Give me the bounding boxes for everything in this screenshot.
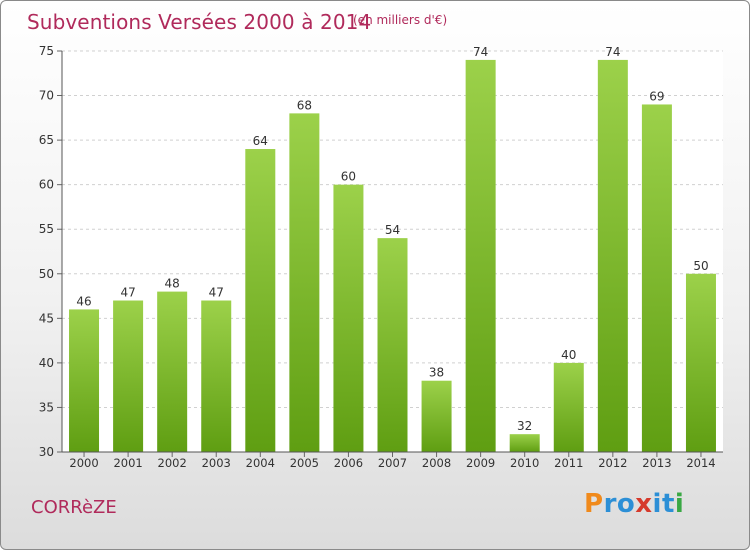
data-label: 48 — [165, 277, 180, 291]
data-label: 46 — [76, 294, 91, 308]
x-tick-label: 2003 — [202, 456, 231, 470]
y-tick-label: 75 — [39, 44, 54, 58]
data-label: 54 — [385, 223, 400, 237]
y-tick-label: 30 — [39, 445, 54, 459]
x-tick-label: 2008 — [422, 456, 451, 470]
y-tick-label: 45 — [39, 311, 54, 325]
y-tick-label: 65 — [39, 133, 54, 147]
bar — [201, 300, 232, 452]
bar — [465, 59, 496, 453]
bar — [421, 380, 452, 452]
x-tick-label: 2005 — [290, 456, 319, 470]
y-tick-label: 55 — [39, 222, 54, 236]
x-tick-label: 2014 — [686, 456, 715, 470]
data-labels: 46 47 48 47 64 68 60 54 38 74 32 40 74 69 50 — [76, 45, 708, 433]
data-label: 32 — [517, 419, 532, 433]
chart-title: Subventions Versées 2000 à 2014 — [27, 10, 372, 34]
data-label: 40 — [561, 348, 576, 362]
data-label: 50 — [693, 259, 708, 273]
x-tick-label: 2006 — [334, 456, 363, 470]
bar — [157, 291, 188, 452]
x-tick-label: 2001 — [113, 456, 142, 470]
y-tick-label: 35 — [39, 400, 54, 414]
bar — [333, 184, 364, 452]
data-label: 74 — [605, 45, 620, 59]
logo-letter: o — [616, 489, 636, 519]
bar — [597, 59, 628, 453]
x-tick-label: 2011 — [554, 456, 583, 470]
x-tick-label: 2013 — [642, 456, 671, 470]
x-tick-label: 2004 — [246, 456, 275, 470]
y-tick-label: 40 — [39, 356, 54, 370]
x-tick-label: 2002 — [158, 456, 187, 470]
bar — [685, 273, 716, 452]
bar — [553, 362, 584, 452]
bar — [113, 300, 144, 452]
data-label: 68 — [297, 98, 312, 112]
data-label: 47 — [120, 286, 135, 300]
logo-letter: i — [652, 489, 662, 519]
region-name: CORRèZE — [31, 497, 117, 518]
unit-note: (en milliers d'€) — [353, 13, 448, 27]
y-tick-label: 50 — [39, 267, 54, 281]
bar — [69, 309, 100, 452]
data-label: 47 — [209, 286, 224, 300]
data-label: 74 — [473, 45, 488, 59]
x-tick-label: 2012 — [598, 456, 627, 470]
axes: 30 35 40 45 50 55 60 65 70 75 2000 2001 2002 2003 2004… — [39, 44, 723, 470]
y-tick-label: 70 — [39, 89, 54, 103]
logo-letter: r — [603, 489, 617, 519]
x-tick-label: 2000 — [69, 456, 98, 470]
x-tick-label: 2007 — [378, 456, 407, 470]
proxiti-logo: Proxiti — [584, 489, 684, 519]
bar — [245, 149, 276, 452]
bar — [377, 238, 408, 452]
bars — [69, 59, 716, 453]
bar — [641, 104, 672, 452]
logo-letter: i — [674, 489, 685, 519]
y-tick-label: 60 — [39, 178, 54, 192]
x-tick-label: 2010 — [510, 456, 539, 470]
x-tick-label: 2009 — [466, 456, 495, 470]
logo-letter: t — [661, 489, 675, 519]
data-label: 38 — [429, 366, 444, 380]
bar — [509, 434, 540, 452]
data-label: 64 — [253, 134, 268, 148]
data-label: 69 — [649, 89, 664, 103]
bar — [289, 113, 320, 452]
logo-letter: P — [584, 489, 604, 519]
data-label: 60 — [341, 170, 356, 184]
logo-letter: x — [635, 489, 653, 519]
